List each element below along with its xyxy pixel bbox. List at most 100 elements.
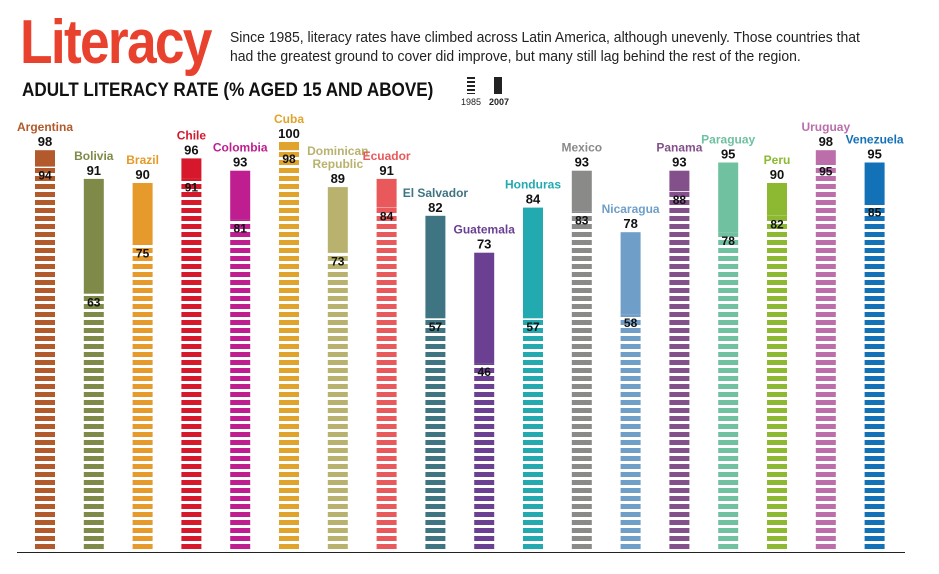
legend-label-1985: 1985 [461,97,482,107]
value-1985-honduras: 57 [526,320,540,334]
value-2007-el-salvador: 82 [428,200,442,215]
bar-1985-venezuela [864,203,885,552]
headline-title: Literacy [20,8,212,77]
value-1985-mexico: 83 [575,213,589,227]
category-label-uruguay: Uruguay [801,120,850,134]
category-label-venezuela: Venezuela [846,133,904,147]
value-1985-ecuador: 84 [380,209,394,223]
bar-1985-nicaragua [620,314,641,552]
bar-2007-argentina [35,150,55,167]
bar-2007-chile [181,158,202,179]
value-2007-paraguay: 95 [721,147,735,162]
value-2007-guatemala: 73 [477,237,491,252]
category-label-peru: Peru [764,153,791,167]
value-1985-colombia: 81 [234,222,248,236]
legend: 1985 2007 [461,77,521,111]
value-2007-dominican-republic: 89 [331,171,345,186]
value-2007-cuba: 100 [278,126,300,141]
category-label-paraguay: Paraguay [701,133,755,147]
bar-2007-nicaragua [620,232,641,315]
bar-1985-ecuador [376,207,397,552]
legend-2007-swatch-icon [494,77,502,94]
value-2007-mexico: 93 [575,155,589,170]
category-label-honduras: Honduras [505,178,561,192]
value-1985-bolivia: 63 [87,295,101,309]
bar-1985-honduras [523,318,543,552]
value-2007-nicaragua: 78 [623,216,637,231]
category-label-panama: Panama [656,141,702,155]
category-label-chile: Chile [177,128,207,142]
value-1985-panama: 88 [673,193,687,207]
bar-2007-bolivia [83,178,104,294]
headline-description: Since 1985, literacy rates have climbed … [230,29,860,65]
bar-2007-cuba [279,142,299,151]
category-label-dominican-republic-1: Republic [312,157,363,171]
bar-2007-dominican-republic [327,187,348,253]
category-label-argentina: Argentina [17,120,73,134]
category-label-mexico: Mexico [561,141,602,155]
bar-1985-cuba [279,150,299,552]
value-1985-dominican-republic: 73 [331,254,345,268]
category-label-nicaragua: Nicaragua [602,202,660,216]
bar-1985-bolivia [83,293,104,552]
bar-2007-uruguay [815,150,836,163]
bar-1985-colombia [230,219,251,552]
category-label-brazil: Brazil [126,153,159,167]
category-label-guatemala: Guatemala [454,223,516,237]
bar-1985-uruguay [815,162,836,552]
bar-1985-argentina [35,166,55,552]
value-2007-panama: 93 [672,155,686,170]
bar-2007-peru [767,183,787,216]
bar-1985-brazil [132,244,153,552]
bar-2007-mexico [571,170,592,212]
bar-2007-panama [669,170,690,192]
bar-2007-venezuela [864,162,885,204]
value-2007-ecuador: 91 [379,163,393,178]
bar-1985-panama [669,191,690,552]
bar-2007-honduras [523,207,543,319]
value-1985-chile: 91 [185,181,199,195]
bar-2007-brazil [132,183,153,245]
chart-subtitle: ADULT LITERACY RATE (% AGED 15 AND ABOVE… [22,80,434,101]
value-1985-argentina: 94 [38,168,52,182]
value-2007-bolivia: 91 [87,163,101,178]
value-1985-peru: 82 [770,218,784,232]
bar-1985-mexico [571,211,592,552]
value-1985-guatemala: 46 [478,365,492,379]
value-2007-argentina: 98 [38,134,52,149]
category-label-cuba: Cuba [274,112,304,126]
bar-2007-guatemala [474,252,495,364]
value-1985-brazil: 75 [136,246,150,260]
value-2007-uruguay: 98 [819,134,833,149]
value-1985-paraguay: 78 [722,234,736,248]
bar-1985-guatemala [474,363,495,552]
value-2007-brazil: 90 [135,167,149,182]
value-2007-venezuela: 95 [867,147,881,162]
value-1985-uruguay: 95 [819,164,833,178]
bar-2007-el-salvador [425,215,446,319]
value-1985-cuba: 98 [282,152,296,166]
category-label-ecuador: Ecuador [363,149,411,163]
legend-1985-swatch-icon [467,77,475,94]
value-2007-peru: 90 [770,167,784,182]
bar-2007-paraguay [718,162,739,233]
bar-2007-colombia [230,170,251,220]
bar-1985-chile [181,178,202,552]
bar-1985-peru [767,215,787,553]
category-label-dominican-republic-0: Dominican [307,144,368,158]
bar-1985-paraguay [718,232,739,552]
category-label-bolivia: Bolivia [74,149,114,163]
legend-label-2007: 2007 [489,97,510,107]
value-2007-honduras: 84 [526,192,541,207]
value-1985-el-salvador: 57 [429,320,443,334]
bar-2007-ecuador [376,178,397,208]
category-label-colombia: Colombia [213,141,268,155]
category-label-el-salvador: El Salvador [403,186,469,200]
value-1985-nicaragua: 58 [624,316,638,330]
bar-1985-el-salvador [425,318,446,552]
value-2007-chile: 96 [184,142,198,157]
value-1985-venezuela: 85 [868,205,882,219]
value-2007-colombia: 93 [233,155,247,170]
bar-1985-dominican-republic [327,252,348,552]
